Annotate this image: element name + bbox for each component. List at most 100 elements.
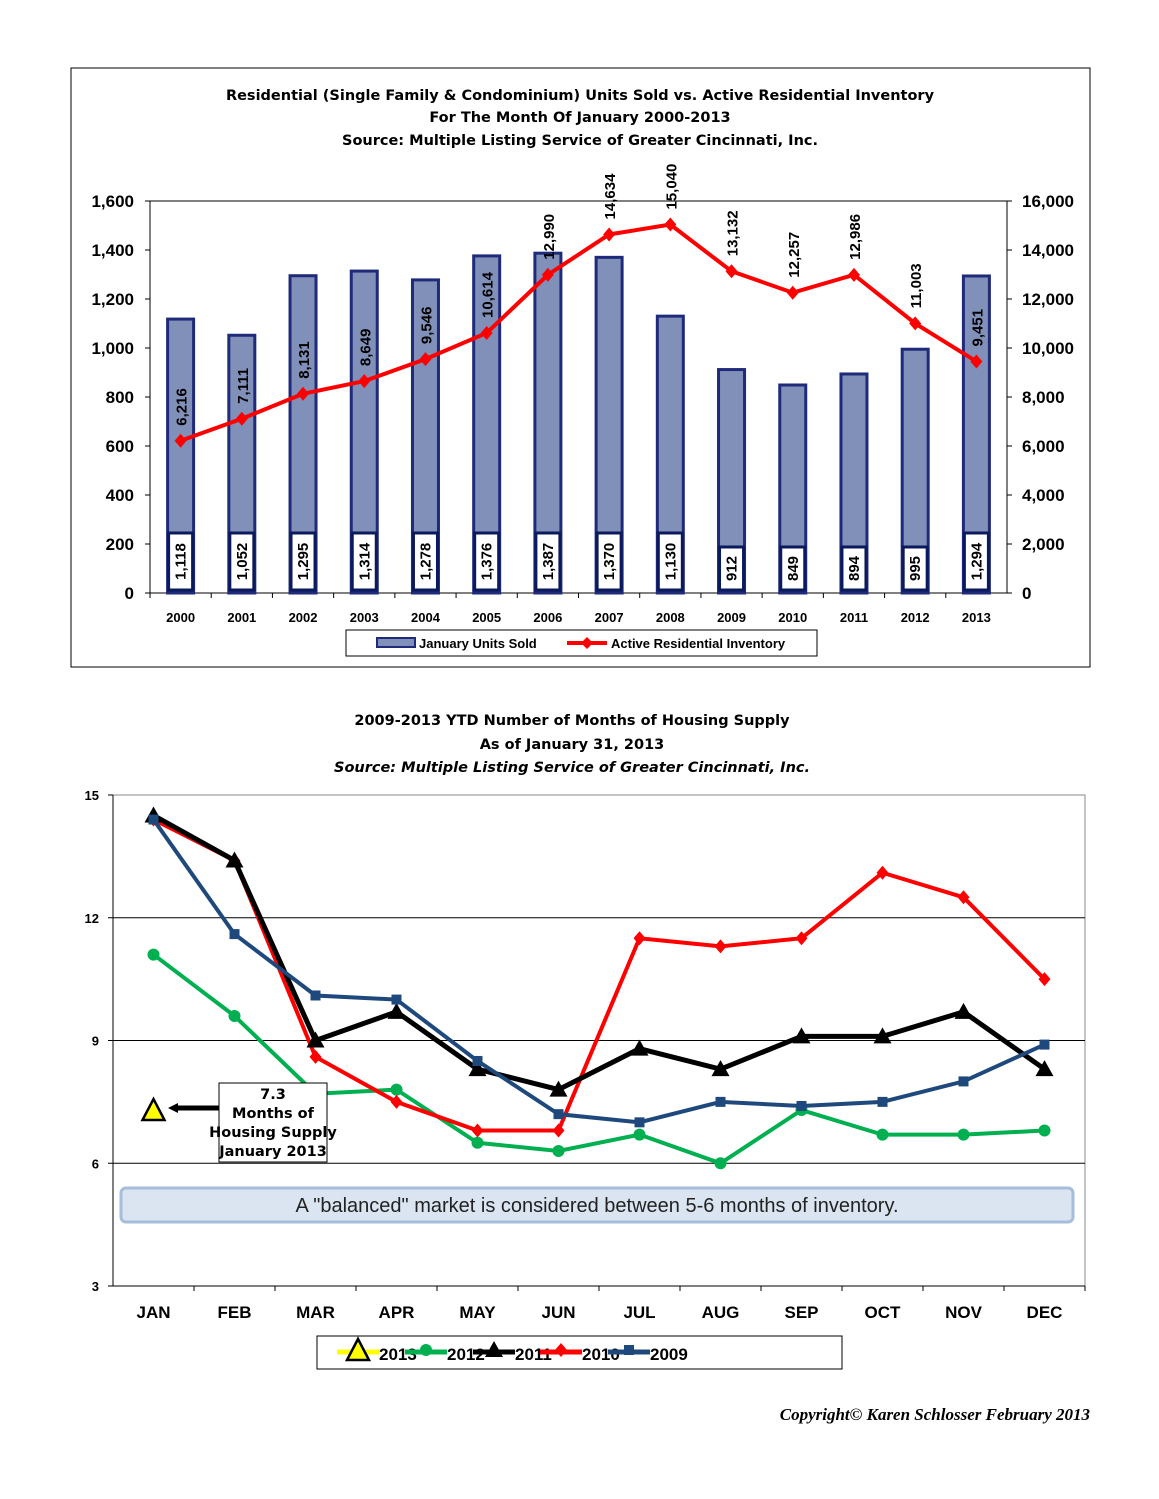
data-point-2011 xyxy=(225,851,244,868)
bar-value-label: 1,278 xyxy=(417,543,434,581)
inventory-value-label: 9,546 xyxy=(418,307,435,345)
data-point-2009 xyxy=(148,814,159,825)
y-tick-label: 3 xyxy=(92,1279,99,1294)
inventory-value-label: 9,451 xyxy=(969,309,986,347)
left-tick-label: 1,000 xyxy=(91,339,134,358)
bar-value-label: 1,370 xyxy=(601,543,618,581)
data-point-2013 xyxy=(140,1096,167,1122)
right-tick-label: 10,000 xyxy=(1022,339,1074,358)
data-point-2009 xyxy=(958,1076,969,1087)
x-tick-label: 2006 xyxy=(533,610,562,625)
data-point-2012 xyxy=(552,1144,565,1157)
x-tick-label: 2000 xyxy=(166,610,195,625)
inventory-point xyxy=(358,374,371,389)
x-tick-label: NOV xyxy=(945,1303,983,1322)
data-point-2010 xyxy=(795,931,808,946)
bar-label-box xyxy=(718,545,746,592)
callout-text: Months of xyxy=(232,1106,315,1122)
x-tick-label: 2005 xyxy=(472,610,501,625)
chart1-plot: 0 200 400 600 800 1,000 1,200 1,400 1,600 0 2,000 4… xyxy=(91,164,1074,625)
right-tick-label: 4,000 xyxy=(1022,486,1065,505)
data-point-2009 xyxy=(715,1096,726,1107)
data-point-2010 xyxy=(714,939,727,954)
data-point-2012 xyxy=(1038,1124,1051,1137)
bar-label-box xyxy=(840,545,868,592)
inventory-value-label: 12,986 xyxy=(847,214,864,260)
left-tick-label: 1,400 xyxy=(91,241,134,260)
bar-value-label: 1,295 xyxy=(295,543,312,581)
y-tick-label: 12 xyxy=(85,911,99,926)
x-tick-label: MAR xyxy=(296,1303,335,1322)
legend-marker-2011 xyxy=(485,1341,503,1357)
inventory-point xyxy=(419,352,432,367)
legend-label-units-sold: January Units Sold xyxy=(419,636,537,651)
data-point-2010 xyxy=(876,865,889,880)
x-tick-label: MAY xyxy=(459,1303,496,1322)
inventory-point xyxy=(664,217,677,232)
x-tick-label: 2010 xyxy=(778,610,807,625)
data-point-2010 xyxy=(1038,972,1051,987)
legend-label-inventory: Active Residential Inventory xyxy=(611,636,786,651)
bar-label-box xyxy=(167,531,195,592)
data-point-2011 xyxy=(873,1027,892,1044)
balanced-market-note: A "balanced" market is considered betwee… xyxy=(295,1195,898,1217)
callout-text: 7.3 xyxy=(260,1087,286,1103)
bar-label-box xyxy=(901,545,929,592)
data-point-2012 xyxy=(957,1128,970,1141)
inventory-value-label: 7,111 xyxy=(235,368,252,404)
bar-label-box xyxy=(228,531,256,592)
left-tick-label: 0 xyxy=(125,584,134,603)
data-point-2011 xyxy=(387,1002,406,1019)
data-point-2010 xyxy=(552,1123,565,1138)
left-tick-label: 600 xyxy=(106,437,134,456)
bar-label-box xyxy=(534,531,562,592)
inventory-point xyxy=(235,411,248,426)
data-point-2010 xyxy=(633,931,646,946)
inventory-point xyxy=(786,285,799,300)
bar-value-label: 894 xyxy=(846,555,863,581)
legend-marker-2012 xyxy=(420,1344,432,1356)
inventory-value-label: 6,216 xyxy=(174,388,191,426)
chart1-legend: January Units Sold Active Residential In… xyxy=(345,629,818,657)
data-point-2011 xyxy=(549,1080,568,1097)
inventory-value-label: 8,649 xyxy=(357,329,374,367)
data-point-2009 xyxy=(553,1109,564,1120)
copyright: Copyright© Karen Schlosser February 2013 xyxy=(780,1405,1091,1424)
right-tick-label: 2,000 xyxy=(1022,535,1065,554)
bar-label-box xyxy=(962,531,990,592)
chart2-title: 2009-2013 YTD Number of Months of Housin… xyxy=(354,713,790,729)
x-tick-label: JUL xyxy=(623,1303,655,1322)
inventory-value-label: 11,003 xyxy=(908,263,925,308)
chart1-source: Source: Multiple Listing Service of Grea… xyxy=(342,133,818,149)
series-line-2011 xyxy=(152,813,1046,1093)
x-tick-label: 2011 xyxy=(840,610,868,625)
bar-value-label: 1,387 xyxy=(540,543,557,581)
data-point-2012 xyxy=(147,948,160,961)
data-point-2012 xyxy=(390,1083,403,1096)
left-tick-label: 1,200 xyxy=(91,290,134,309)
data-point-2009 xyxy=(472,1055,483,1066)
callout-text: January 2013 xyxy=(218,1144,327,1160)
x-tick-label: 2008 xyxy=(656,610,685,625)
chart2-plot: 3 6 9 12 15 JAN FEB MAR APR MAY JUN JUL AUG SEP OCT NOV… xyxy=(85,788,1086,1370)
chart2-source: Source: Multiple Listing Service of Grea… xyxy=(334,760,810,776)
x-tick-label: 2003 xyxy=(350,610,379,625)
x-tick-label: 2013 xyxy=(962,610,991,625)
x-tick-label: 2012 xyxy=(901,610,930,625)
x-tick-label: 2001 xyxy=(227,610,256,625)
data-point-2012 xyxy=(633,1128,646,1141)
right-tick-label: 16,000 xyxy=(1022,192,1074,211)
bar-label-box xyxy=(656,531,684,592)
bar-value-label: 1,052 xyxy=(234,543,251,581)
left-tick-label: 1,600 xyxy=(91,192,134,211)
y-tick-label: 15 xyxy=(85,788,99,803)
inventory-value-label: 12,257 xyxy=(786,232,803,278)
legend-swatch-units-sold xyxy=(376,637,416,648)
inventory-value-label: 14,634 xyxy=(602,173,619,220)
callout-arrowhead xyxy=(168,1103,178,1113)
data-point-2009 xyxy=(1039,1039,1050,1050)
bar-value-label: 912 xyxy=(724,556,741,581)
inventory-point xyxy=(480,325,493,340)
data-point-2011 xyxy=(1035,1060,1054,1077)
data-point-2012 xyxy=(876,1128,889,1141)
